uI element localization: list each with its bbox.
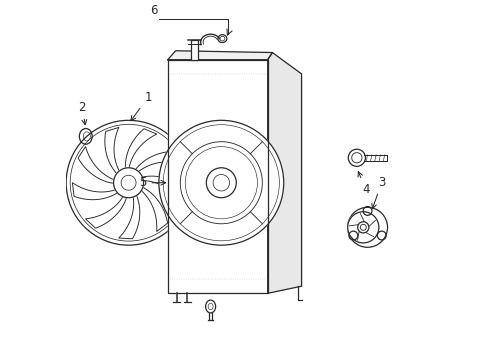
Circle shape <box>347 212 378 243</box>
Circle shape <box>347 149 365 166</box>
Polygon shape <box>104 127 121 175</box>
Polygon shape <box>78 147 116 184</box>
Circle shape <box>159 120 283 245</box>
Polygon shape <box>85 194 127 228</box>
Bar <box>190 40 198 60</box>
Text: 6: 6 <box>149 4 157 17</box>
Text: 4: 4 <box>357 172 369 196</box>
Circle shape <box>348 231 357 240</box>
Text: 1: 1 <box>131 91 152 121</box>
Polygon shape <box>125 129 156 171</box>
Circle shape <box>363 207 371 215</box>
Polygon shape <box>167 60 267 293</box>
Circle shape <box>206 168 236 198</box>
Polygon shape <box>72 183 120 200</box>
Polygon shape <box>139 186 167 231</box>
Polygon shape <box>134 151 181 173</box>
Circle shape <box>113 168 143 198</box>
Circle shape <box>66 120 191 245</box>
Text: 5: 5 <box>139 176 165 189</box>
Circle shape <box>347 207 387 247</box>
Polygon shape <box>267 53 301 293</box>
Polygon shape <box>140 176 184 202</box>
Circle shape <box>377 231 386 240</box>
Circle shape <box>357 222 368 233</box>
Text: 2: 2 <box>78 100 86 125</box>
Polygon shape <box>119 193 140 239</box>
Polygon shape <box>167 51 272 60</box>
Text: 3: 3 <box>371 176 385 209</box>
